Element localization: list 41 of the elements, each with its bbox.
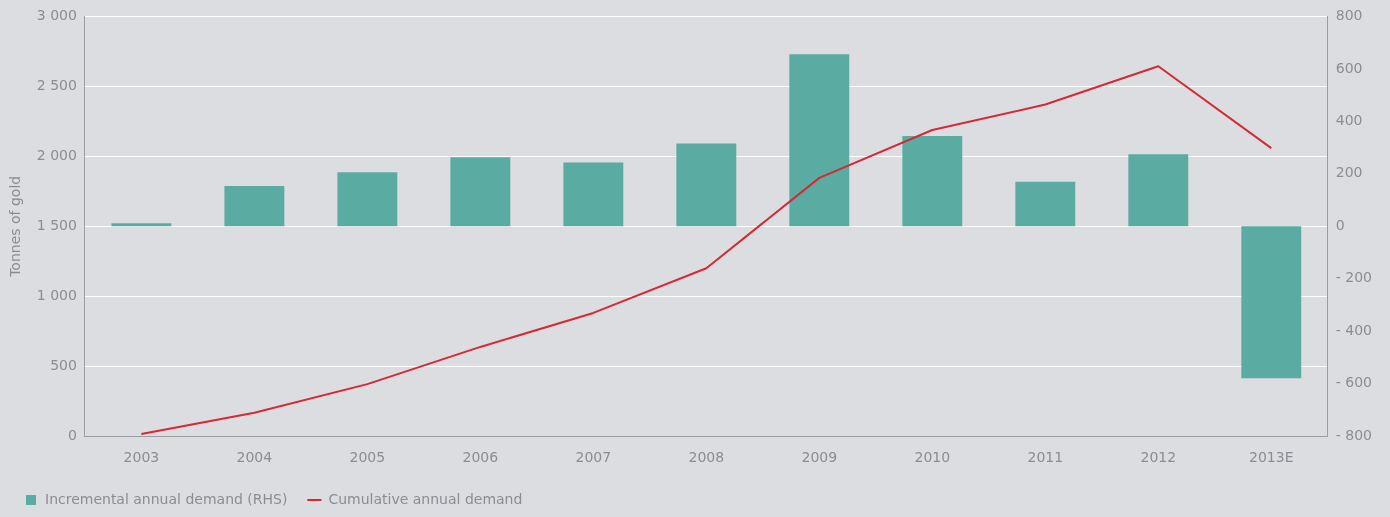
x-tick-label: 2009 [801,449,838,466]
y2-tick-label: - 600 [1335,374,1373,391]
x-tick-label: 2007 [575,449,612,466]
y2-tick-label: 800 [1335,7,1363,24]
y-tick-label: 1 000 [36,286,77,303]
bar [676,143,737,227]
y-tick-label: 500 [50,356,77,373]
y2-tick-label: 600 [1335,59,1363,76]
bar [224,185,285,227]
x-tick-label: 2011 [1027,449,1064,466]
y2-tick-label: 400 [1335,111,1363,128]
x-tick-label: 2006 [462,449,499,466]
y2-tick-label: 200 [1335,164,1363,181]
bar [337,172,398,227]
y-tick-label: 2 500 [36,77,77,94]
y2-tick-label: - 200 [1335,269,1373,286]
legend-label: Incremental annual demand (RHS) [45,490,288,507]
bar [1015,181,1076,227]
y-tick-label: 1 500 [36,216,77,233]
y-axis-title: Tonnes of gold [7,175,24,278]
bar [1241,226,1302,379]
bar [789,54,850,227]
x-tick-label: 2005 [349,449,386,466]
y-tick-label: 0 [67,426,77,443]
legend-label: Cumulative annual demand [328,490,523,507]
y-tick-label: 2 000 [36,146,77,163]
bar [1128,154,1189,227]
x-tick-label: 2012 [1140,449,1177,466]
bar [563,162,624,227]
x-tick-label: 2004 [236,449,273,466]
x-tick-label: 2013E [1249,449,1294,466]
bar [450,157,511,227]
y2-tick-label: - 400 [1335,321,1373,338]
x-tick-label: 2003 [123,449,160,466]
y-tick-label: 3 000 [36,7,77,24]
x-tick-label: 2008 [688,449,725,466]
bar [902,136,963,227]
x-tick-label: 2010 [914,449,951,466]
y2-tick-label: 0 [1335,216,1345,233]
y2-tick-label: - 800 [1335,426,1373,443]
bar [111,223,172,227]
